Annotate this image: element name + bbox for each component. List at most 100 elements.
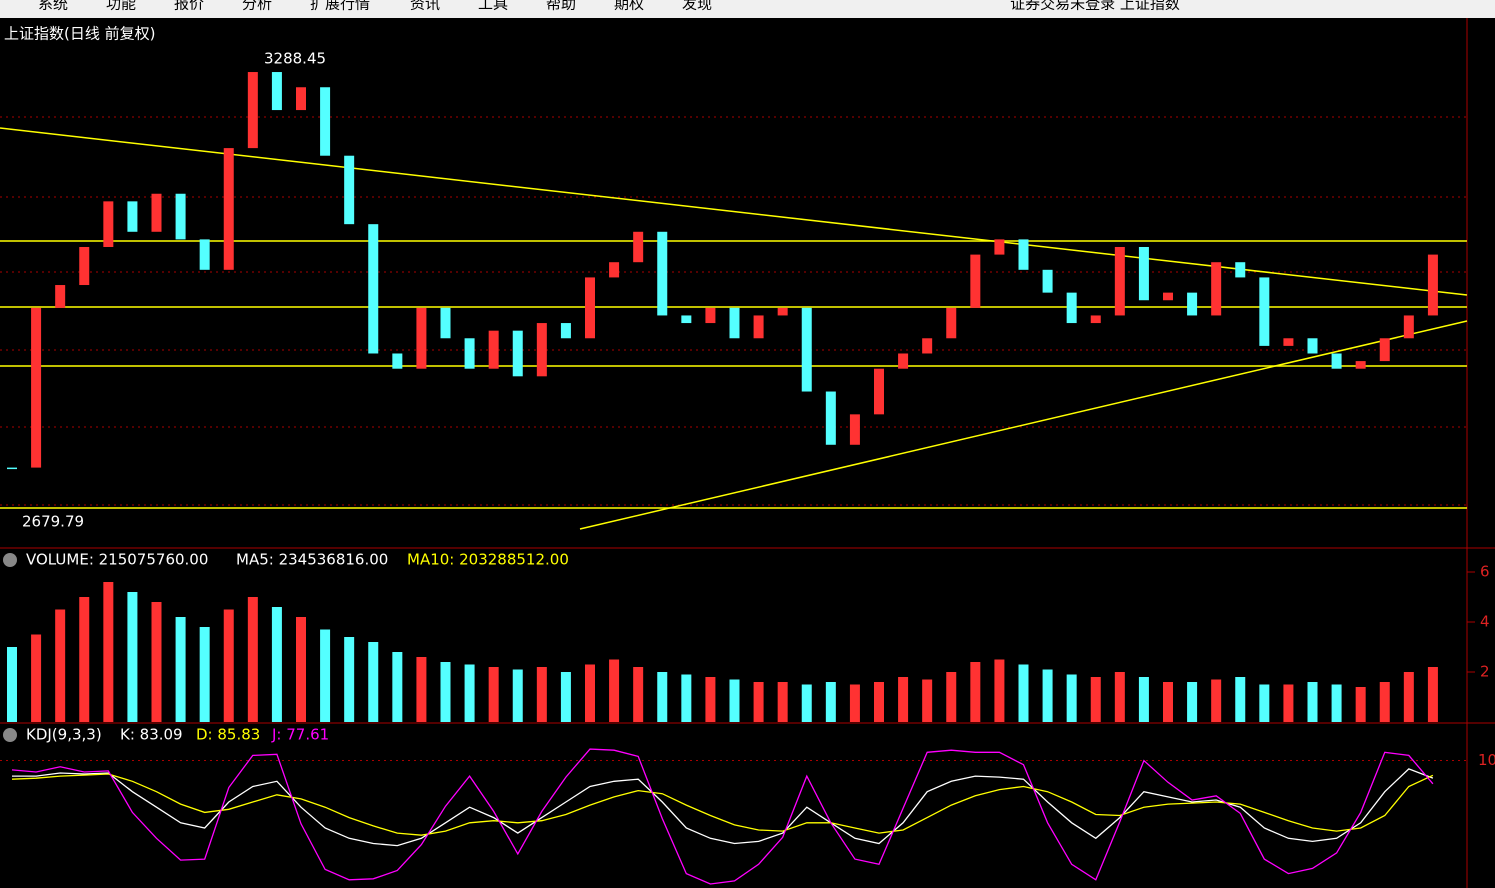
volume-bar <box>1211 679 1222 722</box>
volume-panel: 2 4 6 <box>7 563 1490 722</box>
volume-bar <box>1187 682 1198 722</box>
candle <box>536 323 547 377</box>
price-panel <box>7 72 1438 470</box>
volume-bar <box>994 659 1005 722</box>
volume-bar <box>1259 684 1270 722</box>
candle <box>7 467 17 470</box>
volume-bar <box>729 679 740 722</box>
candle <box>777 307 788 316</box>
menu-item[interactable]: 分析 <box>242 0 272 13</box>
ma10-label: MA10: 203288512.00 <box>407 551 569 569</box>
candle <box>31 307 42 468</box>
volume-bar <box>320 629 331 722</box>
volume-bar <box>223 609 234 722</box>
volume-bar <box>488 667 499 722</box>
menu-item[interactable]: 工具 <box>478 0 508 13</box>
candle <box>296 87 306 111</box>
candle <box>151 193 162 232</box>
volume-bar <box>801 684 812 722</box>
candle <box>1187 292 1198 316</box>
volume-bar <box>874 682 884 722</box>
volume-bar <box>247 597 258 722</box>
menu-item[interactable]: 扩展行情 <box>310 0 370 13</box>
kdj-line <box>11 748 1434 885</box>
candle <box>79 246 90 286</box>
menu-bar <box>0 0 1495 18</box>
volume-bar <box>1427 667 1438 722</box>
menu-item[interactable]: 资讯 <box>410 0 440 13</box>
candle <box>199 239 210 270</box>
low-label: 2679.79 <box>22 513 84 531</box>
candle <box>127 201 138 232</box>
volume-bar <box>1331 684 1342 722</box>
candle <box>440 307 451 339</box>
candle <box>1042 269 1053 293</box>
volume-bar <box>1138 677 1149 722</box>
candle <box>705 307 716 324</box>
candle <box>1307 338 1318 354</box>
menu-item[interactable]: 帮助 <box>546 0 576 13</box>
menu-item[interactable]: 期权 <box>614 0 644 13</box>
menu-item[interactable]: 发现 <box>682 0 712 13</box>
j-label: J: 77.61 <box>271 726 329 744</box>
volume-bar <box>1283 684 1294 722</box>
k-label: K: 83.09 <box>120 726 183 744</box>
candle <box>320 87 331 156</box>
candle <box>1138 246 1149 301</box>
volume-bar <box>55 609 66 722</box>
volume-bar <box>825 682 836 722</box>
y-tick-label: 6 <box>1480 563 1490 581</box>
candle <box>585 277 595 339</box>
volume-bar <box>633 667 644 722</box>
ma5-label: MA5: 234536816.00 <box>236 551 388 569</box>
candle <box>946 307 957 339</box>
volume-bar <box>1066 674 1077 722</box>
volume-bar <box>705 677 716 722</box>
volume-bar <box>512 669 523 722</box>
volume-bar <box>970 662 981 722</box>
menu-item[interactable]: 功能 <box>106 0 136 13</box>
price-grid <box>0 116 1467 506</box>
candle <box>1355 361 1366 369</box>
volume-bar <box>344 637 355 722</box>
menu-item[interactable]: 系统 <box>38 0 68 13</box>
volume-bar <box>368 642 379 722</box>
menu: 系统 功能 报价 分析 扩展行情 资讯 工具 帮助 期权 发现 <box>38 0 712 13</box>
toggle-icon[interactable] <box>3 728 17 742</box>
candle <box>1163 292 1173 301</box>
candle <box>753 315 764 339</box>
volume-bar <box>1114 672 1125 722</box>
price-title: 上证指数(日线 前复权) <box>4 25 155 43</box>
candle <box>874 368 884 415</box>
volume-bar <box>127 592 138 722</box>
volume-bar <box>922 679 933 722</box>
trend-line <box>0 127 1468 296</box>
volume-bar <box>296 617 306 722</box>
candle <box>609 262 620 278</box>
candle <box>1018 239 1029 270</box>
volume-bar <box>1090 677 1101 722</box>
y-tick-label: 2 <box>1480 663 1490 681</box>
candle <box>247 72 258 149</box>
d-label: D: 85.83 <box>196 726 260 744</box>
candle <box>512 330 523 377</box>
volume-bar <box>1355 687 1366 722</box>
candle <box>223 148 234 270</box>
candle <box>1379 338 1390 362</box>
candle <box>1403 315 1414 339</box>
volume-bar <box>946 672 957 722</box>
candle <box>55 285 66 308</box>
toggle-icon[interactable] <box>3 553 17 567</box>
trend-lines <box>0 127 1468 530</box>
volume-bar <box>849 684 860 722</box>
menu-item[interactable]: 报价 <box>174 0 204 13</box>
candle <box>898 353 909 369</box>
volume-bar <box>464 664 475 722</box>
kdj-line <box>11 773 1434 836</box>
volume-bar <box>103 582 114 722</box>
volume-bar <box>1235 677 1246 722</box>
kdj-line <box>12 768 1434 847</box>
volume-label: VOLUME: 215075760.00 <box>26 551 208 569</box>
y-tick-label: 100 <box>1478 751 1495 769</box>
